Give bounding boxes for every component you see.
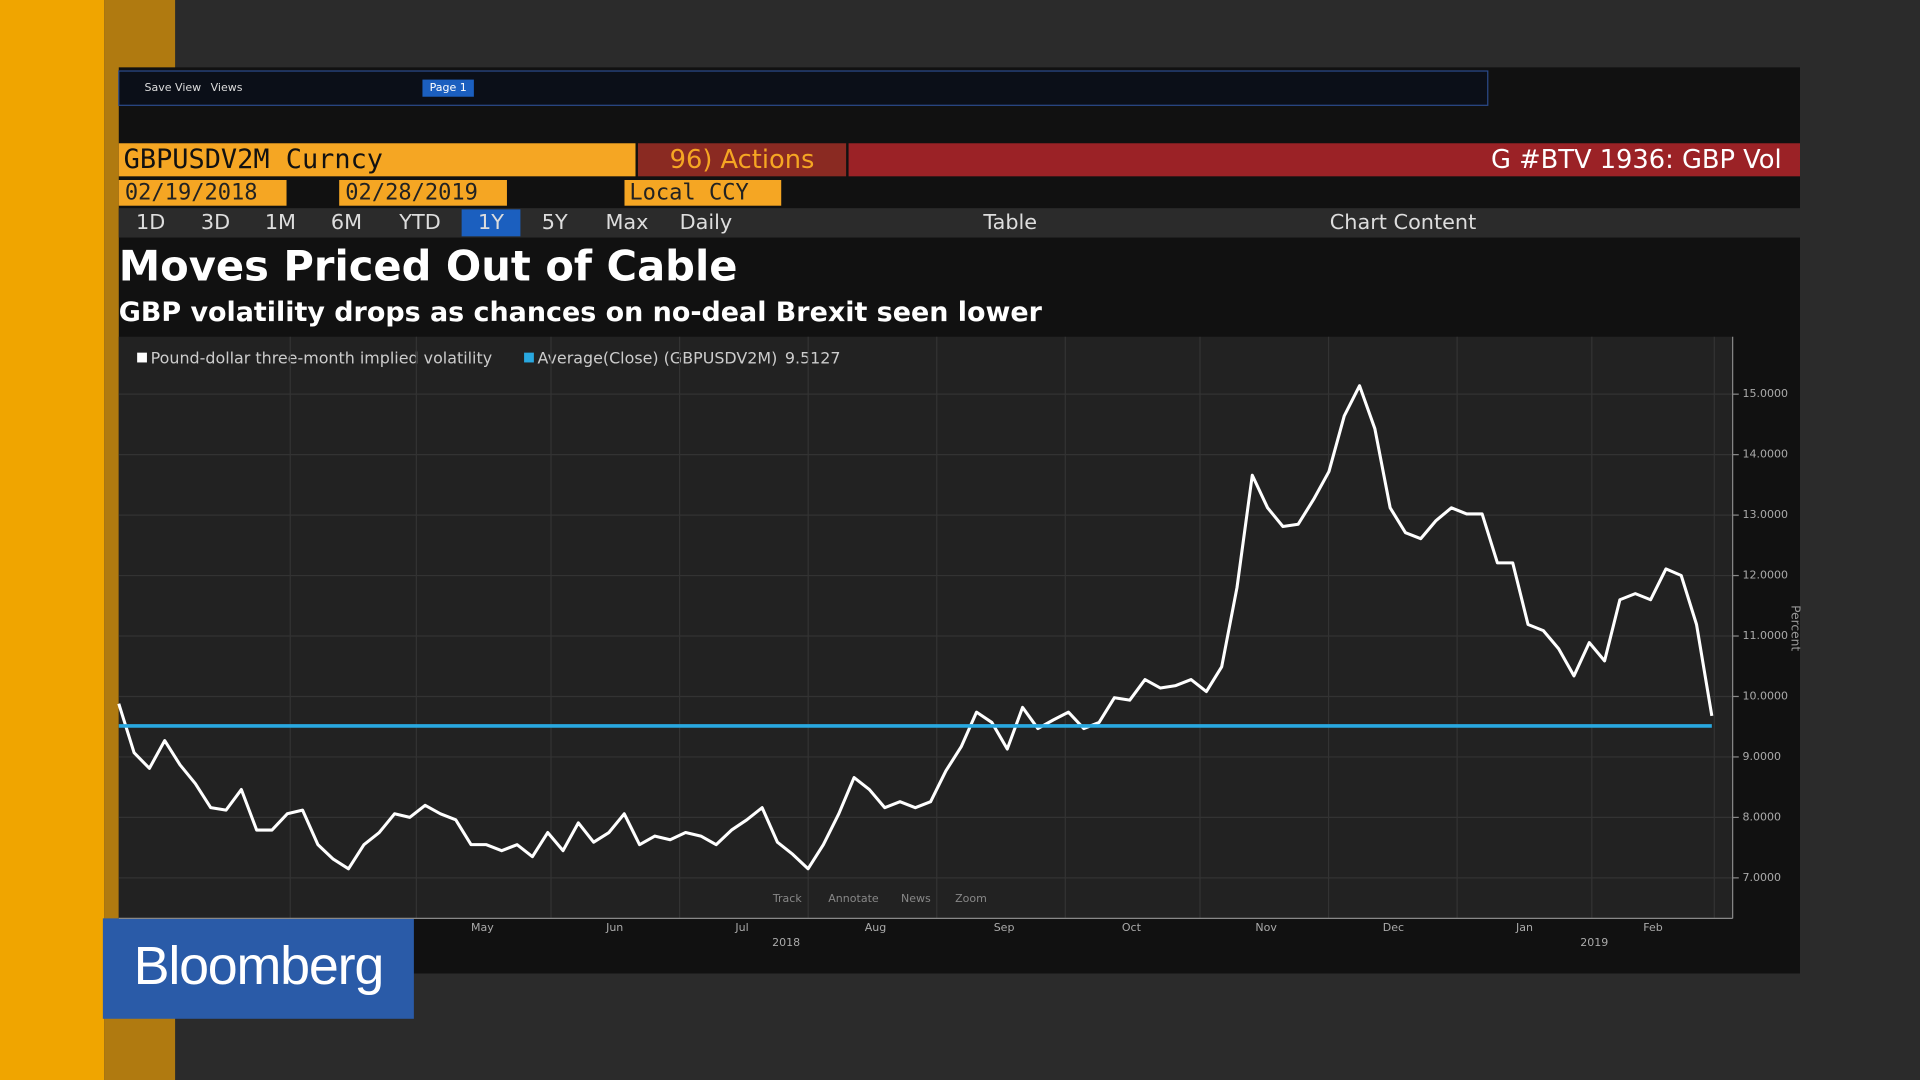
period-button[interactable]: YTD (398, 210, 440, 234)
chart-subtitle: GBP volatility drops as chances on no-de… (119, 297, 1043, 328)
period-button[interactable]: Max (605, 210, 648, 234)
period-bar (118, 208, 1800, 238)
toolbar-button[interactable]: Page 1 (430, 81, 467, 94)
series-line (117, 384, 1714, 871)
date-box[interactable] (118, 180, 287, 206)
frequency[interactable]: Daily (680, 210, 733, 234)
period-selected (461, 209, 521, 237)
y-tick-label: 9.0000 (1742, 750, 1781, 763)
x-tick-label: May (471, 921, 494, 934)
x-tick-label: Oct (1122, 921, 1142, 934)
chart-tool[interactable]: Zoom (955, 892, 987, 905)
legend-swatch (524, 352, 534, 363)
chart-tool[interactable]: Track (772, 892, 802, 905)
date-box[interactable] (339, 180, 507, 206)
y-tick-label: 12.0000 (1742, 569, 1788, 582)
plot-area (118, 336, 1733, 919)
x-tick-label: Feb (1643, 921, 1663, 934)
x-tick-label: Jun (605, 921, 623, 934)
chart-content-button[interactable]: Chart Content (1330, 210, 1476, 234)
chart-tool[interactable]: Annotate (828, 892, 879, 905)
start-date[interactable]: 02/19/2018 (125, 180, 258, 205)
period-button[interactable]: 6M (331, 210, 362, 234)
logo: Bloomberg (134, 936, 383, 996)
logo-box (102, 918, 414, 1019)
x-tick-label: Dec (1383, 921, 1404, 934)
table-button[interactable]: Table (982, 210, 1037, 234)
title-bar (848, 143, 1800, 177)
currency[interactable]: Local CCY (629, 180, 748, 205)
toolbar-button[interactable]: Views (211, 81, 243, 94)
chart-title: Moves Priced Out of Cable (119, 241, 738, 290)
actions-box[interactable] (637, 143, 847, 177)
actions[interactable]: 96) Actions (670, 145, 815, 175)
period-button[interactable]: 5Y (542, 210, 568, 234)
currency-box[interactable] (624, 180, 782, 206)
period-button[interactable]: 1D (136, 210, 165, 234)
x-tick-label: Sep (994, 921, 1015, 934)
y-tick-label: 8.0000 (1742, 810, 1781, 823)
end-date[interactable]: 02/28/2019 (345, 180, 478, 205)
x-tick-label: Jan (1515, 921, 1533, 934)
toolbar-button[interactable]: Save View (144, 81, 201, 94)
y-axis-label: Percent (1789, 605, 1803, 651)
chart-tool[interactable]: News (901, 892, 931, 905)
y-tick-label: 15.0000 (1742, 387, 1788, 400)
ticker-box[interactable] (118, 143, 636, 177)
toolbar (118, 70, 1489, 106)
stripe (0, 0, 105, 1080)
legend-swatch (137, 352, 147, 363)
x-year-label: 2018 (772, 936, 800, 949)
x-year-label: 2019 (1580, 936, 1608, 949)
page-tab[interactable] (422, 79, 474, 97)
y-tick-label: 10.0000 (1742, 689, 1788, 702)
ticker: GBPUSDV2M Curncy (124, 144, 383, 175)
period-button[interactable]: 1M (265, 210, 296, 234)
legend-value: 9.5127 (785, 348, 841, 367)
period-button[interactable]: 1Y (478, 210, 504, 234)
x-tick-label: Jul (734, 921, 748, 934)
y-tick-label: 7.0000 (1742, 871, 1781, 884)
y-tick-label: 11.0000 (1742, 629, 1788, 642)
x-tick-label: Nov (1255, 921, 1277, 934)
legend-entry: Pound-dollar three-month implied volatil… (151, 348, 493, 367)
y-tick-label: 14.0000 (1742, 448, 1788, 461)
window-title: G #BTV 1936: GBP Vol (1491, 145, 1782, 175)
period-button[interactable]: 3D (201, 210, 230, 234)
legend-entry: Average(Close) (GBPUSDV2M) (538, 348, 778, 367)
x-tick-label: Aug (865, 921, 887, 934)
y-tick-label: 13.0000 (1742, 508, 1788, 521)
